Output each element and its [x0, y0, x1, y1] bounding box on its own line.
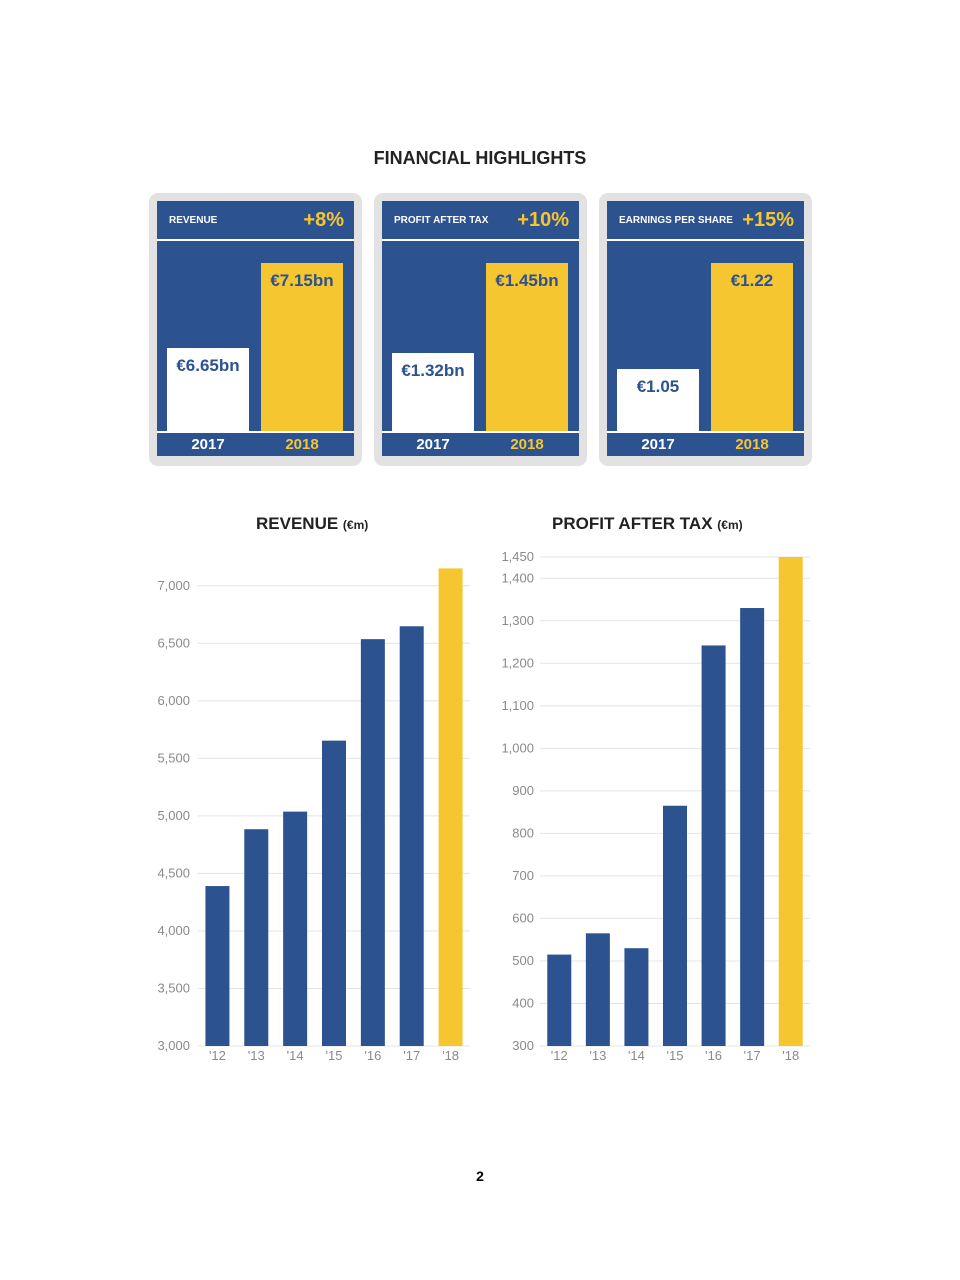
y-tick-label: 500: [512, 953, 534, 968]
highlight-value-2018: €1.45bn: [495, 271, 559, 290]
x-tick-label: '16: [705, 1048, 722, 1063]
highlight-bar-2017: €1.32bn: [392, 353, 474, 431]
bar: [399, 626, 424, 1046]
bar: [360, 639, 385, 1046]
highlight-year-2017: 2017: [416, 436, 450, 453]
chart-title-unit: (€m): [717, 518, 743, 532]
profit-chart-title: PROFIT AFTER TAX (€m): [552, 514, 743, 534]
x-tick-label: '14: [628, 1048, 645, 1063]
bar: [624, 948, 649, 1046]
page-number: 2: [476, 1168, 484, 1184]
highlight-value-2017: €1.05: [636, 377, 680, 396]
x-tick-label: '18: [442, 1048, 459, 1063]
bar: [701, 645, 726, 1046]
x-tick-label: '12: [209, 1048, 226, 1063]
highlight-value-2017: €6.65bn: [176, 356, 240, 375]
chart-title-text: PROFIT AFTER TAX: [552, 514, 713, 533]
highlight-card-eps: EARNINGS PER SHARE +15% €1.22 €1.05 2017…: [599, 193, 812, 466]
y-tick-label: 800: [512, 825, 534, 840]
x-tick-label: '14: [287, 1048, 304, 1063]
highlight-change: +8%: [303, 209, 344, 231]
x-tick-label: '15: [667, 1048, 684, 1063]
y-tick-label: 5,500: [157, 750, 190, 765]
x-tick-label: '13: [589, 1048, 606, 1063]
y-tick-label: 4,500: [157, 865, 190, 880]
highlight-year-2017: 2017: [191, 436, 225, 453]
y-tick-label: 6,000: [157, 693, 190, 708]
highlight-bar-2017: €1.05: [617, 369, 699, 431]
bar: [438, 568, 463, 1046]
bar: [547, 954, 572, 1046]
revenue-chart-title: REVENUE (€m): [256, 514, 368, 534]
y-tick-label: 1,400: [501, 570, 534, 585]
x-tick-label: '15: [326, 1048, 343, 1063]
highlight-card-revenue: REVENUE +8% €7.15bn €6.65bn 2017 2018: [149, 193, 362, 466]
y-tick-label: 400: [512, 995, 534, 1010]
highlight-bar-2018: €7.15bn: [261, 263, 343, 431]
y-tick-label: 1,450: [501, 549, 534, 564]
highlight-label: PROFIT AFTER TAX: [394, 215, 489, 226]
y-tick-label: 1,000: [501, 740, 534, 755]
highlight-bar-2018: €1.45bn: [486, 263, 568, 431]
highlight-value-2018: €1.22: [730, 271, 774, 290]
x-tick-label: '16: [364, 1048, 381, 1063]
highlight-change: +15%: [742, 209, 794, 231]
y-tick-label: 700: [512, 868, 534, 883]
bar: [585, 933, 610, 1046]
highlight-card-header: EARNINGS PER SHARE +15%: [607, 201, 804, 241]
y-tick-label: 1,200: [501, 655, 534, 670]
y-tick-label: 6,500: [157, 635, 190, 650]
y-tick-label: 7,000: [157, 578, 190, 593]
y-tick-label: 1,100: [501, 698, 534, 713]
y-tick-label: 5,000: [157, 808, 190, 823]
y-tick-label: 3,500: [157, 980, 190, 995]
y-tick-label: 900: [512, 783, 534, 798]
chart-title-unit: (€m): [342, 518, 369, 532]
highlight-value-2018: €7.15bn: [270, 271, 334, 290]
bar: [244, 829, 269, 1046]
bar: [322, 740, 346, 1046]
highlight-change: +10%: [517, 209, 569, 231]
x-tick-label: '17: [744, 1048, 761, 1063]
highlight-year-2018: 2018: [735, 436, 769, 453]
highlight-card-profit: PROFIT AFTER TAX +10% €1.45bn €1.32bn 20…: [374, 193, 587, 466]
highlight-label: EARNINGS PER SHARE: [619, 215, 733, 226]
bar: [205, 886, 230, 1046]
bar: [778, 557, 803, 1046]
highlight-card-panel: REVENUE +8% €7.15bn €6.65bn 2017 2018: [157, 201, 354, 456]
highlight-bar-2018: €1.22: [711, 263, 793, 431]
highlight-card-panel: EARNINGS PER SHARE +15% €1.22 €1.05 2017…: [607, 201, 804, 456]
x-tick-label: '12: [551, 1048, 568, 1063]
highlight-label: REVENUE: [169, 215, 218, 226]
y-tick-label: 1,300: [501, 613, 534, 628]
highlight-card-header: PROFIT AFTER TAX +10%: [382, 201, 579, 241]
highlight-card-footer: 2017 2018: [157, 431, 354, 458]
page-title: FINANCIAL HIGHLIGHTS: [373, 148, 587, 168]
highlight-card-footer: 2017 2018: [382, 431, 579, 458]
x-tick-label: '17: [403, 1048, 420, 1063]
y-tick-label: 3,000: [157, 1038, 190, 1053]
bar: [740, 608, 765, 1046]
bar: [283, 811, 308, 1046]
highlight-value-2017: €1.32bn: [401, 361, 465, 380]
y-tick-label: 600: [512, 910, 534, 925]
bar: [663, 805, 687, 1046]
highlight-card-panel: PROFIT AFTER TAX +10% €1.45bn €1.32bn 20…: [382, 201, 579, 456]
y-tick-label: 4,000: [157, 923, 190, 938]
y-tick-label: 300: [512, 1038, 534, 1053]
highlight-year-2017: 2017: [641, 436, 675, 453]
highlight-year-2018: 2018: [510, 436, 544, 453]
highlight-card-footer: 2017 2018: [607, 431, 804, 458]
x-tick-label: '13: [248, 1048, 265, 1063]
highlight-bar-2017: €6.65bn: [167, 348, 249, 431]
highlight-year-2018: 2018: [285, 436, 319, 453]
highlight-card-header: REVENUE +8%: [157, 201, 354, 241]
chart-title-text: REVENUE: [256, 514, 339, 533]
x-tick-label: '18: [782, 1048, 799, 1063]
